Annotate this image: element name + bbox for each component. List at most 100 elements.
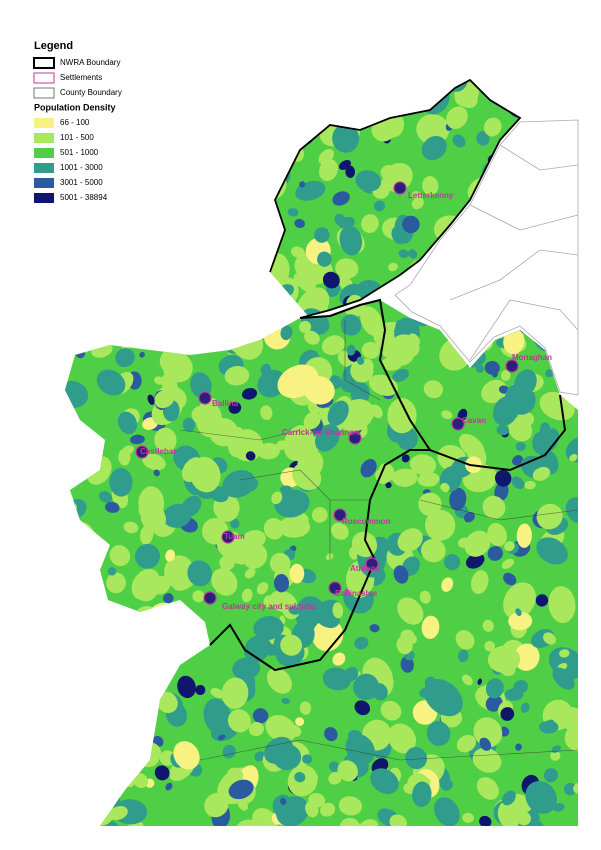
density-patch <box>366 80 384 85</box>
density-patch <box>322 667 352 691</box>
density-patch <box>446 106 468 129</box>
density-patch <box>408 333 420 347</box>
density-patch <box>75 665 104 688</box>
density-patch <box>353 673 380 701</box>
density-patch <box>115 348 135 368</box>
density-patch <box>119 680 149 714</box>
density-patch <box>162 353 193 383</box>
density-patch <box>252 808 278 826</box>
density-patch <box>513 643 540 671</box>
density-patch <box>65 320 85 341</box>
density-patch <box>242 543 268 569</box>
density-patch <box>72 799 99 819</box>
density-patch <box>105 639 124 664</box>
density-patch <box>162 161 183 183</box>
density-patch <box>163 593 174 604</box>
density-patch <box>360 306 383 337</box>
density-patch <box>25 465 54 493</box>
density-patch <box>65 673 77 698</box>
density-patch <box>217 734 226 741</box>
density-patch <box>37 251 66 278</box>
density-patch <box>231 117 243 130</box>
density-patch <box>65 271 89 298</box>
density-patch <box>194 182 210 202</box>
density-patch <box>77 214 106 243</box>
density-patch <box>482 495 506 519</box>
density-patch <box>187 560 213 587</box>
density-patch <box>66 443 97 473</box>
density-patch <box>149 322 169 346</box>
density-patch <box>289 208 299 217</box>
density-patch <box>494 482 509 501</box>
density-patch <box>65 817 75 826</box>
settlement-labels: Letterkenny Monaghan Ballina Carrick-on-Sha… <box>135 181 552 611</box>
density-patch <box>221 677 249 709</box>
density-patch <box>98 214 110 225</box>
density-patch <box>68 298 80 310</box>
density-patch <box>261 238 271 249</box>
density-patch <box>118 448 131 466</box>
density-patch <box>484 640 496 652</box>
density-patch <box>36 752 51 767</box>
density-patch <box>75 769 102 797</box>
density-patch <box>395 87 410 98</box>
legend-class-label: 1001 - 3000 <box>60 163 103 172</box>
settlement-marker <box>221 530 235 544</box>
density-patch <box>103 148 123 168</box>
density-patch <box>189 279 208 297</box>
density-patch <box>391 468 418 487</box>
density-patch <box>391 226 406 245</box>
legend-county-swatch <box>33 87 55 99</box>
density-patch <box>210 687 224 699</box>
density-patch <box>94 308 121 332</box>
density-patch <box>390 102 402 114</box>
density-patch <box>203 329 219 345</box>
density-patch <box>147 80 176 103</box>
density-patch <box>497 800 521 826</box>
density-patch <box>484 360 500 375</box>
density-patch <box>330 522 349 540</box>
density-patch <box>421 615 440 639</box>
density-patch <box>211 568 238 596</box>
density-patch <box>327 400 349 426</box>
density-patch <box>109 545 131 567</box>
density-patch <box>389 814 408 826</box>
density-patch <box>33 635 60 662</box>
density-patch <box>395 319 406 330</box>
density-patch <box>512 455 523 466</box>
density-patch <box>203 213 234 239</box>
density-patch <box>136 692 147 701</box>
density-patch <box>463 511 475 523</box>
density-patch <box>358 406 375 422</box>
density-patch <box>127 227 148 250</box>
density-patch <box>204 146 229 171</box>
density-patch <box>67 702 89 722</box>
density-patch <box>65 591 84 622</box>
density-patch <box>44 330 66 356</box>
density-patch <box>424 471 437 487</box>
density-patch <box>33 384 55 405</box>
density-patch <box>73 591 97 613</box>
density-patch <box>343 667 359 682</box>
density-patch <box>400 656 414 673</box>
density-patch <box>142 230 155 250</box>
density-patch <box>385 340 415 366</box>
density-patch <box>82 608 110 637</box>
density-patch <box>263 595 275 608</box>
density-patch <box>536 503 563 530</box>
density-patch <box>70 616 92 638</box>
density-patch <box>483 117 502 137</box>
density-patch <box>65 612 66 624</box>
settlement-marker <box>333 508 347 522</box>
density-patch <box>102 290 113 301</box>
density-patch <box>492 395 519 426</box>
density-patch <box>548 586 576 624</box>
density-patch <box>182 417 196 432</box>
density-patch <box>147 394 155 405</box>
density-patch <box>266 667 292 694</box>
settlement-marker <box>328 581 342 595</box>
density-patch <box>104 715 115 730</box>
density-patch <box>169 161 199 185</box>
density-patch <box>65 326 66 356</box>
density-patch <box>500 707 515 721</box>
